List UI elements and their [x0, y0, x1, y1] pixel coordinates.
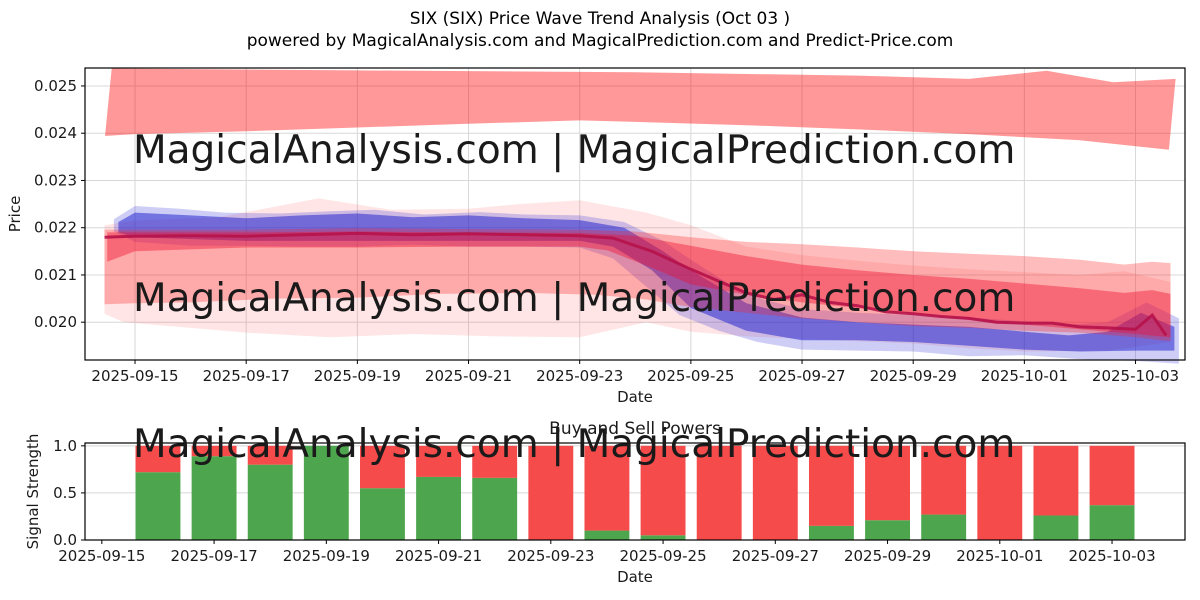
red-band-inner: [107, 231, 1171, 338]
bar-sell-segment: [416, 445, 462, 477]
bar-buy-segment: [191, 456, 237, 540]
y-tick-label: 0.024: [34, 124, 77, 142]
y-tick-label: 0.5: [53, 484, 77, 502]
y-tick-label: 1.0: [53, 437, 77, 455]
bar-sell-segment: [1089, 445, 1135, 506]
watermark-text: MagicalAnalysis.com | MagicalPrediction.…: [133, 128, 1015, 173]
x-tick-label: 2025-09-17: [170, 547, 257, 565]
bar-sell-segment: [752, 445, 798, 540]
bar-sell-segment: [696, 445, 742, 540]
watermark-text: MagicalAnalysis.com | MagicalPrediction.…: [133, 276, 1015, 321]
bar-buy-segment: [416, 476, 462, 540]
x-tick-label: 2025-10-01: [981, 367, 1068, 385]
x-tick-label: 2025-09-29: [844, 547, 931, 565]
bar-chart-title: Buy and Sell Powers: [549, 419, 721, 439]
bar-sell-segment: [360, 445, 405, 489]
y-tick-label: 0.023: [34, 171, 77, 189]
x-axis-label-date: Date: [617, 388, 653, 406]
x-tick-label: 2025-09-25: [647, 367, 734, 385]
price-trend-line: [104, 231, 1168, 337]
x-tick-label: 2025-09-17: [203, 367, 290, 385]
y-axis-label-signal-strength: Signal Strength: [24, 434, 42, 550]
x-tick-label: 2025-09-23: [507, 547, 594, 565]
bar-buy-segment: [640, 535, 686, 540]
bar-buy-segment: [1033, 515, 1079, 540]
x-tick-label: 2025-09-19: [283, 547, 370, 565]
figure-header: SIX (SIX) Price Wave Trend Analysis (Oct…: [0, 8, 1200, 52]
bar-buy-segment: [135, 472, 181, 540]
plot-frame: [84, 67, 1186, 361]
bar-sell-segment: [921, 445, 967, 515]
x-tick-label: 2025-09-23: [536, 367, 623, 385]
chart-title: SIX (SIX) Price Wave Trend Analysis (Oct…: [409, 9, 791, 29]
bar-sell-segment: [640, 445, 686, 536]
plot-frame: [84, 442, 1186, 541]
bar-sell-segment: [472, 445, 518, 478]
bar-sell-segment: [1033, 445, 1079, 516]
y-tick-label: 0.020: [34, 313, 77, 331]
x-axis-label-date: Date: [617, 568, 653, 586]
watermark-text: MagicalAnalysis.com | MagicalPrediction.…: [133, 422, 1015, 467]
bar-sell-segment: [808, 445, 854, 526]
bar-buy-segment: [921, 514, 967, 540]
y-tick-label: 0.0: [53, 531, 77, 549]
x-tick-label: 2025-09-15: [91, 367, 178, 385]
bar-buy-segment: [865, 520, 910, 540]
bar-sell-segment: [528, 445, 574, 540]
x-tick-label: 2025-10-01: [956, 547, 1043, 565]
x-tick-label: 2025-09-27: [758, 367, 845, 385]
bar-buy-segment: [584, 530, 630, 540]
blue-band-outer: [113, 206, 1179, 364]
bar-buy-segment: [808, 525, 854, 540]
bar-sell-segment: [584, 445, 630, 531]
y-tick-label: 0.022: [34, 219, 77, 237]
bar-sell-segment: [865, 445, 910, 521]
bar-sell-segment: [247, 445, 293, 465]
x-tick-label: 2025-09-15: [58, 547, 145, 565]
upper-forecast-band: [105, 68, 1176, 150]
y-tick-label: 0.021: [34, 266, 77, 284]
x-tick-label: 2025-09-27: [732, 547, 819, 565]
x-tick-label: 2025-10-03: [1068, 547, 1155, 565]
x-tick-label: 2025-09-21: [395, 547, 482, 565]
bar-buy-segment: [1089, 505, 1135, 540]
y-tick-label: 0.025: [34, 77, 77, 95]
blue-band-inner: [118, 212, 1175, 352]
x-tick-label: 2025-09-29: [870, 367, 957, 385]
x-tick-label: 2025-09-21: [425, 367, 512, 385]
bar-sell-segment: [135, 445, 181, 473]
bar-buy-segment: [472, 477, 518, 540]
bar-sell-segment: [191, 445, 237, 457]
bar-buy-segment: [360, 488, 405, 540]
y-axis-label-price: Price: [6, 196, 24, 233]
chart-subtitle: powered by MagicalAnalysis.com and Magic…: [246, 31, 954, 51]
bar-buy-segment: [303, 445, 349, 540]
x-tick-label: 2025-09-19: [314, 367, 401, 385]
x-tick-label: 2025-10-03: [1092, 367, 1179, 385]
x-tick-label: 2025-09-25: [619, 547, 706, 565]
bar-buy-segment: [247, 464, 293, 540]
bar-sell-segment: [977, 445, 1023, 540]
